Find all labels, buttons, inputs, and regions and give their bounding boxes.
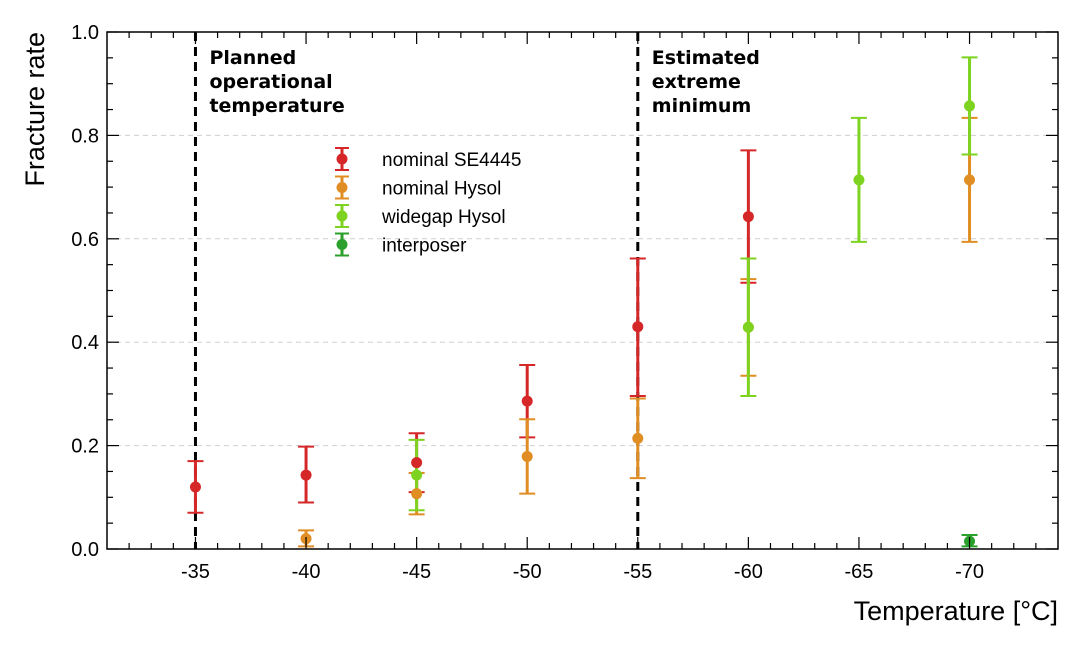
annotation-text: extreme bbox=[652, 71, 741, 93]
legend-marker bbox=[336, 182, 348, 193]
y-tick-labels: 0.0 0.2 0.4 0.6 0.8 1.0 bbox=[71, 22, 99, 561]
data-point bbox=[411, 457, 423, 469]
x-tick-label: -65 bbox=[845, 561, 874, 583]
data-point bbox=[742, 211, 754, 223]
data-point bbox=[964, 100, 976, 112]
y-tick-label: 0.6 bbox=[71, 229, 99, 251]
x-axis-label: Temperature [°C] bbox=[854, 596, 1058, 626]
x-tick-label: -55 bbox=[623, 561, 652, 583]
legend-label: nominal Hysol bbox=[382, 179, 501, 200]
legend-label: interposer bbox=[382, 236, 467, 257]
x-tick-label: -50 bbox=[513, 561, 542, 583]
data-point bbox=[411, 488, 423, 500]
legend-marker bbox=[336, 210, 348, 222]
y-tick-label: 1.0 bbox=[71, 22, 99, 44]
x-tick-label: -70 bbox=[955, 561, 984, 583]
legend-marker bbox=[336, 239, 348, 250]
x-tick-labels: -35 -40 -45 -50 -55 -60 -65 -70 bbox=[181, 561, 984, 583]
data-point bbox=[411, 469, 423, 481]
y-tick-label: 0.2 bbox=[71, 436, 99, 458]
data-point bbox=[853, 174, 865, 186]
annotation-text: Estimated bbox=[652, 47, 760, 69]
data-points bbox=[189, 100, 976, 547]
data-point bbox=[300, 469, 312, 481]
data-point bbox=[521, 395, 533, 407]
annotation-text: temperature bbox=[209, 95, 344, 117]
annotation-text: operational bbox=[209, 71, 332, 93]
data-point bbox=[189, 481, 201, 493]
x-tick-label: -45 bbox=[402, 561, 431, 583]
x-tick-label: -35 bbox=[181, 561, 210, 583]
legend: nominal SE4445 nominal Hysol widegap Hysol… bbox=[335, 147, 521, 257]
x-tick-label: -40 bbox=[292, 561, 321, 583]
annotation-text: minimum bbox=[652, 95, 751, 117]
x-tick-label: -60 bbox=[734, 561, 763, 583]
data-point bbox=[742, 321, 754, 333]
y-tick-label: 0.8 bbox=[71, 125, 99, 147]
axis-ticks bbox=[107, 31, 1058, 550]
legend-marker bbox=[336, 153, 348, 165]
y-tick-label: 0.0 bbox=[71, 539, 99, 561]
y-axis-label: Fracture rate bbox=[20, 32, 50, 187]
y-tick-label: 0.4 bbox=[71, 332, 99, 354]
data-point bbox=[632, 321, 644, 333]
data-point bbox=[521, 450, 533, 462]
annotation-text: Planned bbox=[209, 47, 296, 69]
data-point bbox=[964, 174, 976, 186]
legend-label: widegap Hysol bbox=[381, 207, 506, 228]
data-point bbox=[632, 432, 644, 444]
grid-layer bbox=[107, 134, 1058, 447]
legend-label: nominal SE4445 bbox=[382, 150, 521, 171]
